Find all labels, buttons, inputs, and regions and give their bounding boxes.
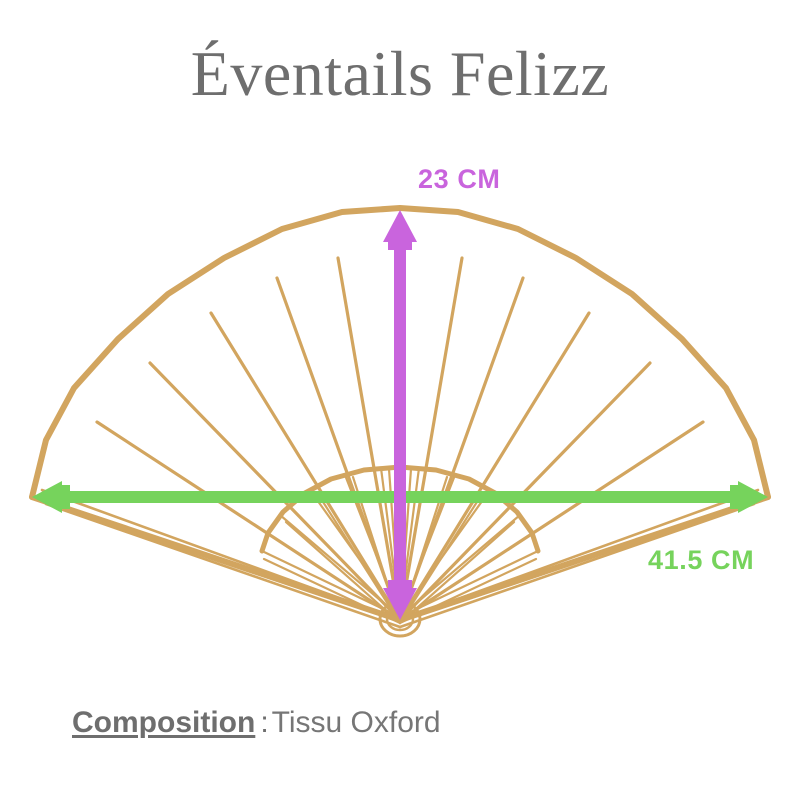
double-arrow-vertical-icon xyxy=(383,210,417,620)
height-dimension-label: 23 CM xyxy=(418,164,501,194)
hand-fan-icon xyxy=(29,205,771,638)
composition-line: Composition: Tissu Oxford xyxy=(72,706,441,740)
composition-separator: : xyxy=(260,706,269,739)
composition-value: Tissu Oxford xyxy=(271,706,441,739)
page-title: Éventails Felizz xyxy=(190,38,610,109)
composition-label: Composition xyxy=(72,706,256,739)
fan-illustration-figure xyxy=(0,140,800,660)
width-dimension-label: 41.5 CM xyxy=(648,545,755,575)
